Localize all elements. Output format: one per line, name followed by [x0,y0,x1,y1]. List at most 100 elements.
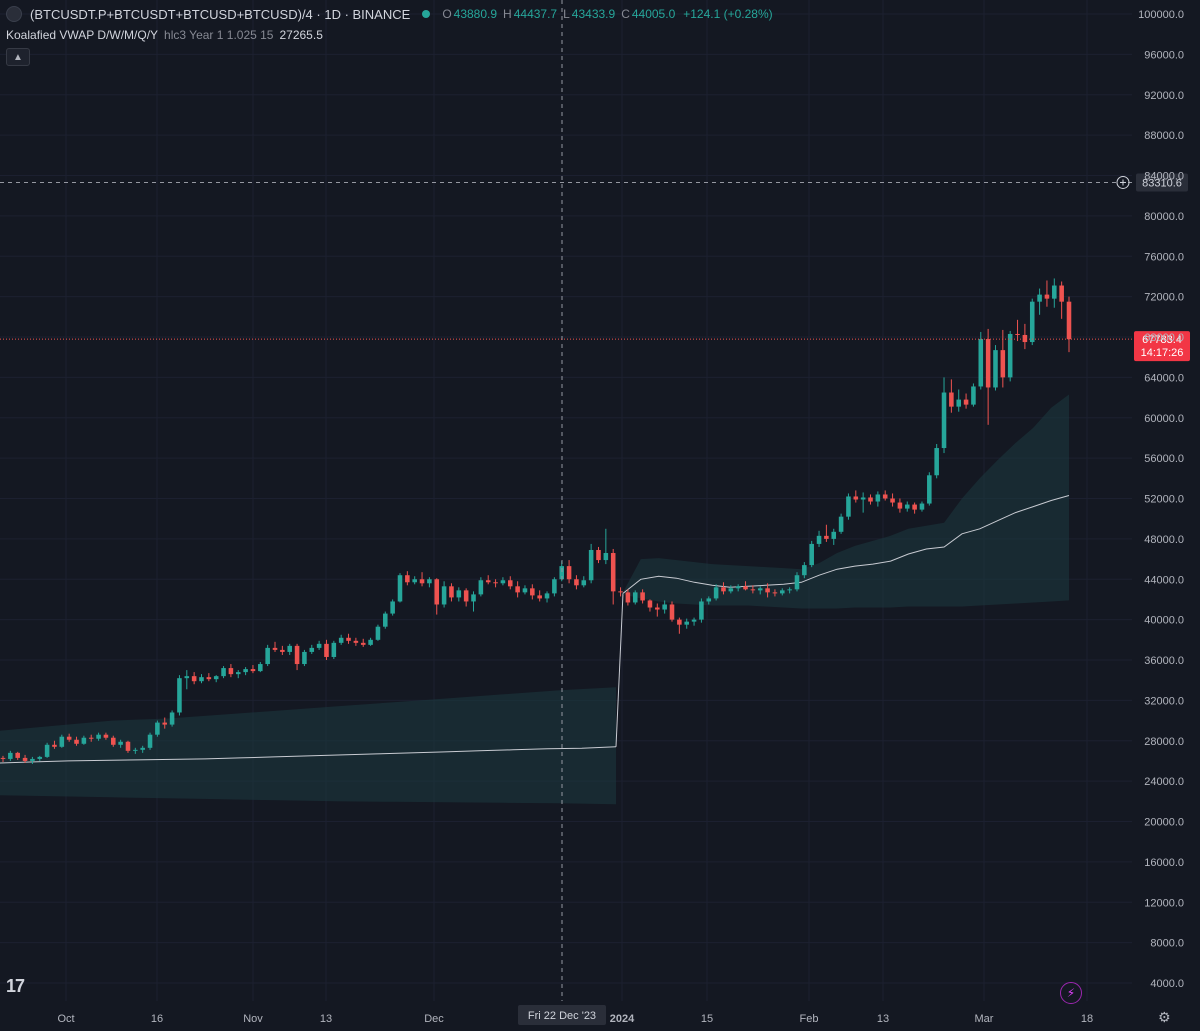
y-tick-label: 60000.0 [1144,413,1184,425]
y-tick-label: 36000.0 [1144,655,1184,667]
candle-body [397,575,403,602]
close-value: 44005.0 [631,7,676,21]
high-value: 44437.7 [513,7,558,21]
candle-body [272,647,278,650]
candle-body [780,590,785,594]
candle-body [853,496,859,500]
ohlc-values: O 43880.9 H 44437.7 L 43433.9 C 44005.0 +124… [442,7,772,21]
candle-body [331,642,337,657]
candle-body [735,586,741,589]
y-tick-label: 32000.0 [1144,695,1184,707]
candle-body [449,586,454,598]
collapse-legend-button[interactable]: ▲ [6,48,30,66]
candle-body [235,672,241,675]
candle-body [265,647,270,665]
candle-body [1052,285,1057,299]
candle-body [971,386,976,405]
y-tick-label: 48000.0 [1144,534,1184,546]
candle-body [478,580,484,595]
candle-body [52,744,57,747]
candle-body [316,643,322,648]
candle-body [647,600,653,608]
y-tick-label: 20000.0 [1144,817,1184,829]
candle-body [684,621,689,625]
candle-body [949,392,954,407]
crosshair-price-box [1136,173,1188,192]
y-tick-label: 80000.0 [1144,211,1184,223]
candle-body [309,647,315,652]
vwap-band-2023 [0,687,616,805]
y-tick-label: 12000.0 [1144,897,1184,909]
candle-body [456,590,462,598]
candle-body [890,498,895,503]
candle-body [816,535,822,544]
vwap-line-2023 [0,746,617,764]
candle-body [368,639,373,645]
candle-body [713,587,719,599]
candle-body [794,575,800,590]
candle-body [500,580,506,584]
candle-body [985,339,991,388]
crosshair-date-box [518,1005,606,1025]
vwap-band-2024 [623,394,1069,609]
candle-body [15,752,20,758]
candle-body [441,586,447,605]
candle-body [243,669,248,673]
plus-circle-icon [1116,175,1130,189]
vwap-line-2024 [622,495,1070,594]
y-tick-label: 52000.0 [1144,494,1184,506]
indicator-legend[interactable]: Koalafied VWAP D/W/M/Q/Y hlc3 Year 1 1.0… [6,28,323,42]
candle-body [522,588,528,593]
candle-body [824,535,829,539]
y-tick-label: 96000.0 [1144,49,1184,61]
candle-body [118,741,123,745]
x-tick-label: Mar [975,1013,994,1025]
candle-body [566,566,572,580]
candle-body [1037,294,1042,302]
x-tick-label: Oct [57,1013,74,1025]
x-tick-label: 15 [701,1013,713,1025]
candle-body [838,516,844,532]
candle-body [868,497,873,502]
candle-body [1066,301,1072,340]
lightning-icon[interactable]: ⚡ [1060,982,1082,1004]
candle-body [559,566,565,580]
y-tick-label: 28000.0 [1144,736,1184,748]
candle-body [706,598,712,602]
candle-body [882,494,888,499]
candle-body [588,549,594,581]
candle-body [81,737,87,744]
candle-body [324,643,329,657]
symbol-icon[interactable] [6,6,22,22]
tradingview-logo[interactable]: 17 [6,976,25,996]
last-price-label: 67783.4 [1142,334,1182,346]
vwap-reset-line [615,593,624,747]
candle-body [963,399,969,405]
candle-body [978,339,984,387]
crosshair-price-label: 83310.6 [1142,177,1182,189]
candle-body [743,586,748,590]
candle-body [302,651,307,665]
last-price-box [1134,331,1190,362]
candle-body [787,589,792,591]
bar-countdown-label: 14:17:26 [1141,347,1184,359]
candle-body [405,575,410,583]
x-tick-label: 2024 [610,1013,635,1025]
candle-body [360,642,366,645]
x-tick-label: 13 [320,1013,332,1025]
candle-body [691,619,697,622]
indicator-name[interactable]: Koalafied VWAP D/W/M/Q/Y [6,28,159,42]
gear-icon[interactable]: ⚙ [1158,1009,1171,1025]
candle-body [530,588,535,596]
y-tick-label: 4000.0 [1150,978,1184,990]
symbol-title[interactable]: (BTCUSDT.P+BTCUSDT+BTCUSD+BTCUSD)/4 · 1D… [30,6,411,22]
candle-body [493,582,498,584]
candle-body [860,497,866,500]
y-tick-label: 72000.0 [1144,292,1184,304]
symbol-legend: (BTCUSDT.P+BTCUSDT+BTCUSD+BTCUSD)/4 · 1D… [6,6,773,22]
candle-body [507,580,513,587]
candle-body [927,475,932,504]
candle-body [221,668,226,677]
candle-body [191,676,197,682]
